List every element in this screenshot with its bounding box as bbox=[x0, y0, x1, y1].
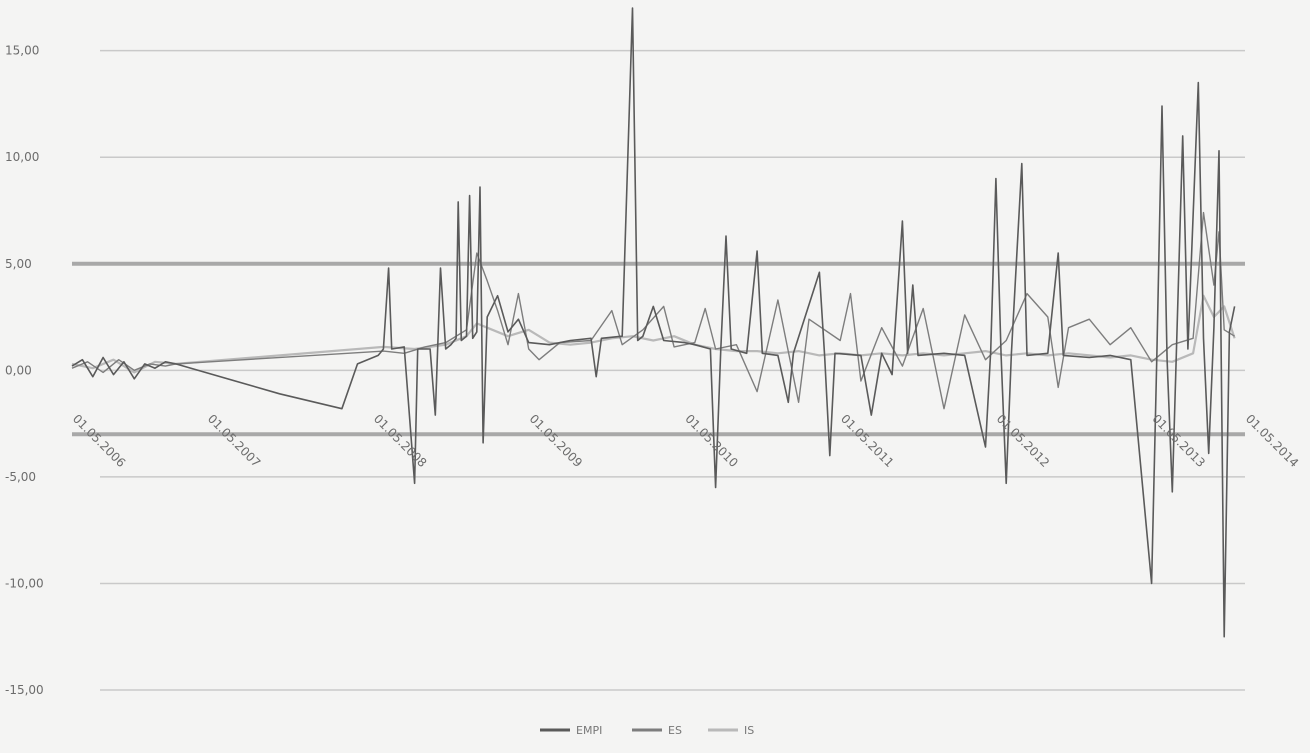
y-tick-label: 10,00 bbox=[5, 150, 39, 164]
legend: EMPI ES IS bbox=[540, 724, 754, 737]
x-tick-label: 01.05.2010 bbox=[682, 412, 740, 470]
x-tick-label: 01.05.2013 bbox=[1149, 412, 1207, 470]
legend-label-is: IS bbox=[744, 724, 754, 737]
x-tick-label: 01.05.2011 bbox=[838, 412, 896, 470]
x-tick-label: 01.05.2007 bbox=[205, 412, 263, 470]
reference-lines bbox=[72, 261, 1245, 437]
y-tick-label: -5,00 bbox=[5, 470, 36, 484]
series-line-is bbox=[71, 294, 1236, 374]
x-tick-label: 01.05.2009 bbox=[527, 412, 585, 470]
gridlines bbox=[100, 49, 1245, 691]
y-axis: 15,00 10,00 5,00 0,00 -5,00 -10,00 -15,00 bbox=[5, 44, 44, 697]
y-tick-label: 5,00 bbox=[5, 257, 32, 271]
y-tick-label: 15,00 bbox=[5, 44, 39, 58]
legend-label-es: ES bbox=[668, 724, 682, 737]
legend-label-empi: EMPI bbox=[576, 724, 602, 737]
y-tick-label: -10,00 bbox=[5, 576, 44, 590]
y-tick-label: -15,00 bbox=[5, 683, 44, 697]
y-tick-label: 0,00 bbox=[5, 363, 32, 377]
x-tick-label: 01.05.2012 bbox=[994, 412, 1052, 470]
series-line-es bbox=[71, 211, 1235, 410]
series-line-empi bbox=[71, 7, 1236, 638]
x-tick-label: 01.05.2008 bbox=[371, 412, 429, 470]
x-axis: 01.05.2006 01.05.2007 01.05.2008 01.05.2009… bbox=[70, 412, 1301, 470]
series-lines bbox=[71, 7, 1236, 638]
x-tick-label: 01.05.2014 bbox=[1243, 412, 1301, 470]
x-tick-label: 01.05.2006 bbox=[70, 412, 128, 470]
